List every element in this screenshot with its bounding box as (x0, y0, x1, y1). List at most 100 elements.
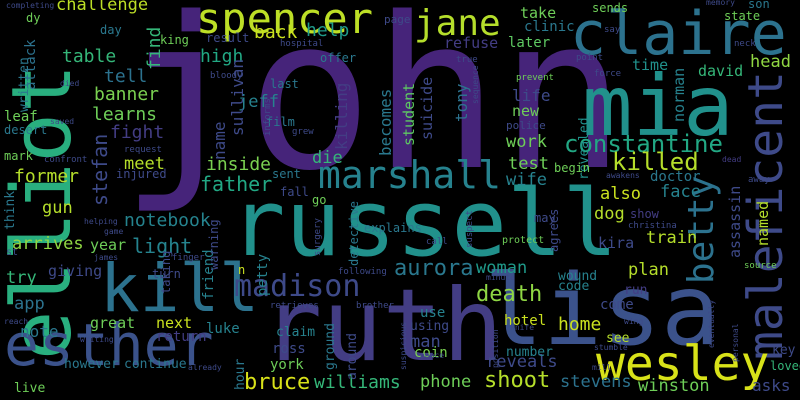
word: warning (207, 219, 221, 270)
word: williams (314, 372, 401, 393)
word: jeff (238, 92, 279, 112)
word: come (600, 297, 634, 313)
word: christina (628, 221, 677, 231)
word: minute (486, 273, 515, 282)
word: helping (84, 217, 118, 226)
word: day (100, 23, 122, 37)
word: kill (100, 250, 259, 327)
word: bruce (244, 370, 311, 395)
word: claire (570, 0, 787, 69)
word: giving (48, 262, 103, 280)
word: sends (592, 1, 629, 15)
word: meet (124, 154, 165, 174)
word: may (534, 211, 556, 225)
word: ross (272, 341, 306, 357)
word: live (14, 381, 46, 396)
word: hotel (504, 313, 547, 329)
word: hour (233, 358, 248, 390)
word: killed (612, 148, 699, 176)
word: run (624, 283, 648, 298)
word: jane (414, 3, 501, 44)
word: plan (628, 260, 669, 280)
word: memory (706, 0, 735, 7)
word: mill (592, 363, 612, 372)
word: suspect (465, 210, 475, 248)
word: taking (159, 250, 173, 294)
word: following (338, 267, 387, 277)
word: agrees (547, 208, 561, 252)
word: st (6, 247, 19, 258)
word: fall (280, 185, 309, 199)
word: face (660, 182, 701, 202)
word: death (476, 282, 543, 307)
word: high (200, 46, 244, 67)
word: n (238, 263, 246, 277)
word: offer (320, 51, 357, 65)
word: position (491, 329, 500, 368)
word: around (345, 333, 360, 380)
word: home (558, 314, 602, 335)
word: show (630, 207, 659, 221)
word: stefan (88, 133, 112, 206)
word: work (506, 132, 547, 152)
word: died (60, 79, 80, 88)
word: reveals (486, 352, 558, 372)
word: already (188, 363, 222, 372)
word: arrives (12, 234, 84, 254)
word: suicide (418, 76, 436, 140)
word: mia (582, 57, 734, 155)
word: new (512, 102, 540, 120)
word: game (104, 227, 124, 236)
word: force (594, 69, 622, 79)
word: train (646, 228, 698, 248)
word: finger (172, 253, 205, 263)
word: written (17, 57, 32, 112)
word: note (20, 322, 59, 341)
word: turn (152, 267, 181, 281)
word: test (508, 154, 549, 174)
word: student (400, 82, 418, 146)
word: learns (92, 104, 158, 125)
word: wound (558, 269, 598, 284)
word: point (576, 53, 604, 63)
word: take (520, 4, 557, 22)
word: shoot (484, 368, 551, 393)
word: injured (116, 167, 167, 181)
word: woman (476, 258, 528, 278)
word: david (698, 62, 744, 80)
word: marshall (318, 153, 502, 197)
word: claim (276, 325, 316, 340)
word: clinic (524, 19, 575, 35)
word: dead (722, 155, 742, 164)
word: go (312, 193, 327, 207)
word: bloody (210, 71, 243, 81)
word: begin (554, 161, 591, 175)
word: say (604, 25, 621, 35)
word: request (124, 145, 162, 155)
word: retrieves (270, 301, 319, 311)
word: inside (206, 154, 272, 175)
word: neck (734, 39, 756, 49)
word: light (132, 234, 193, 258)
word: surgery (313, 218, 323, 256)
word: ruth (262, 267, 503, 384)
word: coin (414, 345, 448, 361)
word: result (206, 31, 250, 45)
word: sequence (471, 65, 480, 104)
word: life (512, 86, 551, 105)
word: table (62, 46, 117, 67)
word: protect (502, 235, 545, 246)
word: son (748, 0, 770, 11)
word: father (200, 172, 273, 196)
word: becomes (376, 88, 395, 156)
word: confront (44, 155, 88, 165)
word: app (14, 294, 45, 314)
word: named (754, 200, 772, 246)
word: informs (263, 98, 273, 136)
word: stevens (560, 372, 632, 392)
word: aurora (394, 256, 474, 281)
word: using (410, 319, 450, 334)
word: stumble (594, 343, 628, 352)
word: writing (80, 335, 114, 344)
word: dy (26, 11, 41, 25)
